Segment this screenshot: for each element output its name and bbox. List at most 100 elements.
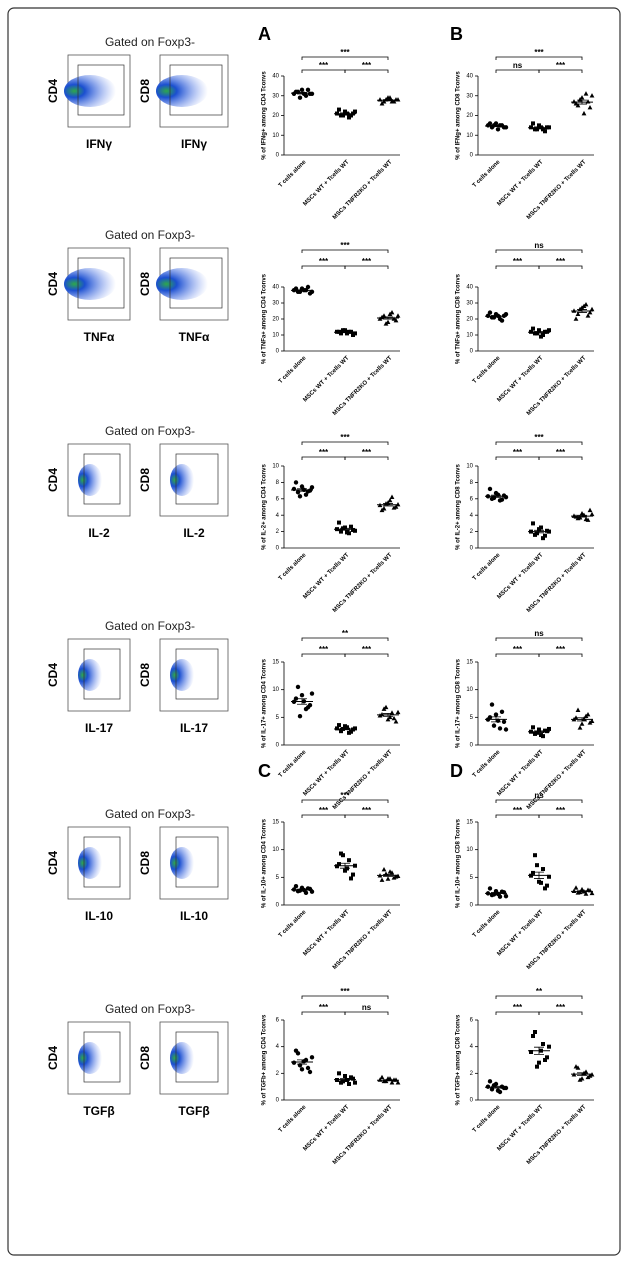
significance-label: *** (513, 448, 523, 457)
panel-label: A (258, 24, 271, 44)
flow-x-label: TGFβ (178, 1104, 209, 1118)
significance-label: *** (556, 1003, 566, 1012)
significance-bracket (345, 70, 388, 73)
x-tick-label: T cells alone (278, 159, 308, 189)
gate-label: Gated on Foxp3- (105, 424, 195, 438)
flow-y-label: CD4 (46, 663, 60, 687)
data-point (294, 1048, 298, 1052)
x-tick-label: T cells alone (472, 355, 502, 385)
flow-x-label: IFNγ (86, 137, 112, 151)
significance-label: *** (556, 448, 566, 457)
significance-label: *** (513, 1003, 523, 1012)
data-point (294, 884, 298, 888)
flow-y-label: CD8 (138, 1046, 152, 1070)
data-point (543, 129, 547, 133)
data-point (292, 1060, 296, 1064)
data-point (588, 508, 593, 512)
y-axis-label: % of TGFb+ among CD4 Tconvs (262, 1014, 268, 1105)
flow-y-label: CD4 (46, 468, 60, 492)
data-point (578, 725, 583, 729)
data-point (576, 708, 581, 712)
data-point (582, 111, 587, 115)
y-tick-label: 2 (470, 1071, 474, 1077)
y-axis-label: % of IL-17+ among CD4 Tconvs (262, 658, 268, 748)
x-tick-label: MSCs WT + Tcells WT (302, 552, 350, 600)
flow-x-label: IL-10 (85, 909, 113, 923)
data-point (496, 127, 500, 131)
flow-y-label: CD4 (46, 272, 60, 296)
significance-label: *** (319, 645, 329, 654)
y-tick-label: 30 (272, 93, 279, 99)
data-point (337, 1071, 341, 1075)
x-tick-label: MSCs WT + Tcells WT (302, 909, 350, 957)
y-tick-label: 2 (470, 529, 474, 535)
significance-label: *** (513, 645, 523, 654)
flow-y-label: CD4 (46, 79, 60, 103)
flow-y-label: CD8 (138, 663, 152, 687)
significance-label: ns (513, 61, 523, 70)
flow-density (78, 847, 102, 879)
data-point (531, 121, 535, 125)
significance-label: *** (340, 241, 350, 250)
significance-label: *** (340, 433, 350, 442)
data-point (380, 1075, 385, 1079)
x-tick-label: T cells alone (278, 355, 308, 385)
y-tick-label: 6 (276, 496, 280, 502)
data-point (488, 886, 492, 890)
data-point (488, 715, 492, 719)
significance-label: *** (340, 791, 350, 800)
data-point (539, 526, 543, 530)
significance-label: *** (556, 645, 566, 654)
y-axis-label: % of IL-17+ among CD8 Tconvs (456, 658, 462, 748)
significance-label: *** (319, 1003, 329, 1012)
data-point (590, 512, 595, 516)
significance-bracket (496, 266, 539, 269)
flow-x-label: IL-2 (88, 526, 110, 540)
y-tick-label: 30 (466, 301, 473, 307)
y-tick-label: 5 (470, 875, 474, 881)
significance-bracket (302, 442, 388, 445)
significance-bracket (302, 654, 345, 657)
significance-label: *** (319, 61, 329, 70)
data-point (531, 521, 535, 525)
y-tick-label: 10 (466, 133, 473, 139)
data-point (390, 495, 395, 499)
data-point (496, 1088, 500, 1092)
gate-label: Gated on Foxp3- (105, 228, 195, 242)
significance-label: ns (534, 241, 544, 250)
flow-density (78, 659, 102, 691)
data-point (310, 92, 314, 96)
data-point (547, 727, 551, 731)
significance-label: ns (534, 791, 544, 800)
significance-label: *** (362, 645, 372, 654)
significance-label: *** (319, 257, 329, 266)
significance-label: *** (534, 48, 544, 57)
significance-bracket (496, 1012, 539, 1015)
y-tick-label: 6 (470, 496, 474, 502)
data-point (590, 93, 595, 97)
flow-y-label: CD8 (138, 79, 152, 103)
data-point (494, 712, 498, 716)
flow-density (64, 75, 116, 107)
significance-bracket (302, 266, 345, 269)
data-point (502, 720, 506, 724)
significance-bracket (302, 250, 388, 253)
x-tick-label: T cells alone (472, 159, 502, 189)
data-point (300, 693, 304, 697)
significance-bracket (302, 70, 345, 73)
data-point (543, 1058, 547, 1062)
data-point (531, 871, 535, 875)
significance-label: *** (513, 257, 523, 266)
flow-x-label: IL-17 (180, 721, 208, 735)
significance-label: ** (342, 629, 349, 638)
significance-bracket (539, 266, 582, 269)
flow-x-label: IL-10 (180, 909, 208, 923)
y-tick-label: 15 (466, 660, 473, 666)
y-tick-label: 40 (466, 74, 473, 80)
data-point (488, 121, 492, 125)
y-axis-label: % of IFNg+ among CD8 Tconvs (456, 71, 462, 160)
data-point (298, 714, 302, 718)
y-tick-label: 6 (276, 1018, 280, 1024)
data-point (539, 733, 543, 737)
y-tick-label: 5 (276, 715, 280, 721)
